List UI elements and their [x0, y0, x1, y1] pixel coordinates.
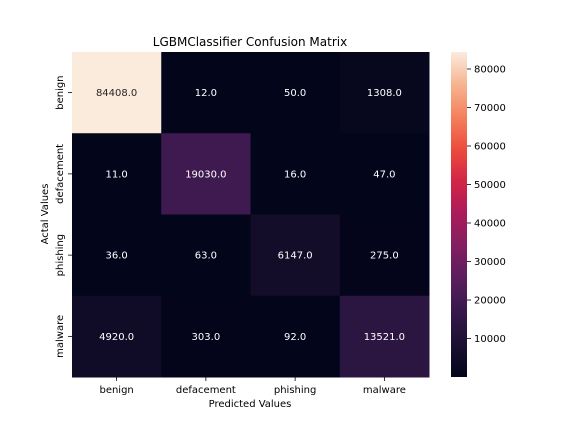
heatmap-cell: [72, 295, 162, 378]
colorbar-tick-label: 80000: [474, 64, 506, 75]
colorbar-tick-label: 50000: [474, 180, 506, 191]
heatmap-cell-label: 63.0: [195, 251, 217, 262]
heatmap-cell-label: 275.0: [370, 251, 399, 262]
heatmap-cells: [72, 52, 430, 378]
colorbar: [451, 52, 467, 377]
heatmap-cell: [72, 52, 162, 134]
heatmap-cell: [339, 214, 430, 297]
y-tick-label: malware: [55, 315, 66, 358]
heatmap-cell: [250, 52, 341, 134]
heatmap-cell-label: 19030.0: [185, 169, 226, 180]
heatmap-cell-label: 6147.0: [278, 251, 313, 262]
colorbar-tick-label: 70000: [474, 103, 506, 114]
x-tick-label: malware: [363, 385, 406, 396]
y-axis-label: Actal Values: [40, 184, 51, 245]
heatmap-cell: [339, 52, 430, 134]
chart-title: LGBMClassifier Confusion Matrix: [153, 35, 347, 49]
heatmap-cell-label: 13521.0: [364, 332, 405, 343]
x-tick-label: phishing: [274, 385, 316, 396]
heatmap-cell: [250, 214, 341, 297]
y-axis-ticks: benign defacement phishing malware: [55, 75, 72, 358]
colorbar-tick-label: 10000: [474, 334, 506, 345]
y-tick-label: benign: [55, 75, 66, 109]
heatmap-cell: [339, 295, 430, 378]
colorbar-tick-label: 40000: [474, 219, 506, 230]
heatmap-cell: [161, 52, 251, 134]
heatmap-cell: [250, 295, 341, 378]
heatmap-cell-label: 1308.0: [367, 88, 402, 99]
heatmap-cell: [161, 295, 251, 378]
colorbar-ticks: 10000 20000 30000 40000 50000 60000 70000 80000: [467, 64, 506, 345]
heatmap-cell-label: 11.0: [105, 169, 127, 180]
heatmap-cell-label: 36.0: [105, 251, 127, 262]
heatmap-cell-label: 50.0: [284, 88, 306, 99]
y-tick-label: defacement: [55, 144, 66, 204]
heatmap-cell: [72, 214, 162, 297]
x-axis-label: Predicted Values: [209, 399, 292, 410]
heatmap-cell: [250, 133, 341, 215]
x-axis-ticks: benign defacement phishing malware: [99, 377, 406, 396]
colorbar-tick-label: 20000: [474, 296, 506, 307]
heatmap-cell: [161, 133, 251, 215]
heatmap-cell-label: 4920.0: [99, 332, 134, 343]
heatmap-cell-label: 303.0: [192, 332, 221, 343]
heatmap-cell: [72, 133, 162, 215]
heatmap-cell-label: 92.0: [284, 332, 306, 343]
heatmap-cell-label: 84408.0: [96, 88, 137, 99]
heatmap-cell-label: 16.0: [284, 169, 306, 180]
heatmap-cell: [161, 214, 251, 297]
y-tick-label: phishing: [55, 234, 66, 276]
heatmap-cell: [339, 133, 430, 215]
x-tick-label: defacement: [176, 385, 236, 396]
heatmap-cell-label: 12.0: [195, 88, 217, 99]
colorbar-tick-label: 60000: [474, 141, 506, 152]
heatmap-cell-label: 47.0: [373, 169, 395, 180]
colorbar-tick-label: 30000: [474, 257, 506, 268]
heatmap-cell-labels: 84408.0 12.0 50.0 1308.0 11.0 19030.0 16.0 47.0…: [96, 88, 405, 343]
x-tick-label: benign: [99, 385, 133, 396]
